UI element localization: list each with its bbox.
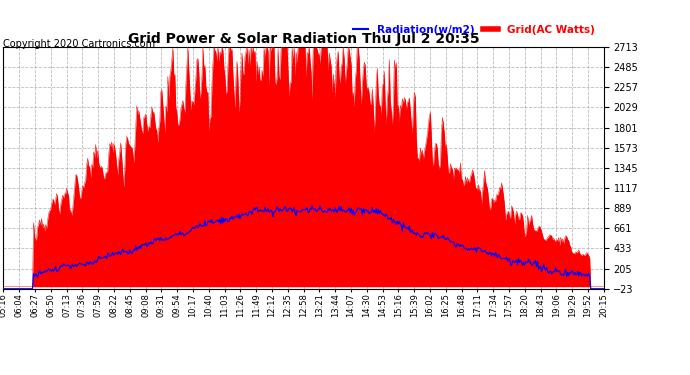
Title: Grid Power & Solar Radiation Thu Jul 2 20:35: Grid Power & Solar Radiation Thu Jul 2 2… xyxy=(128,32,480,46)
Text: Copyright 2020 Cartronics.com: Copyright 2020 Cartronics.com xyxy=(3,39,155,50)
Legend: Radiation(w/m2), Grid(AC Watts): Radiation(w/m2), Grid(AC Watts) xyxy=(348,21,598,39)
